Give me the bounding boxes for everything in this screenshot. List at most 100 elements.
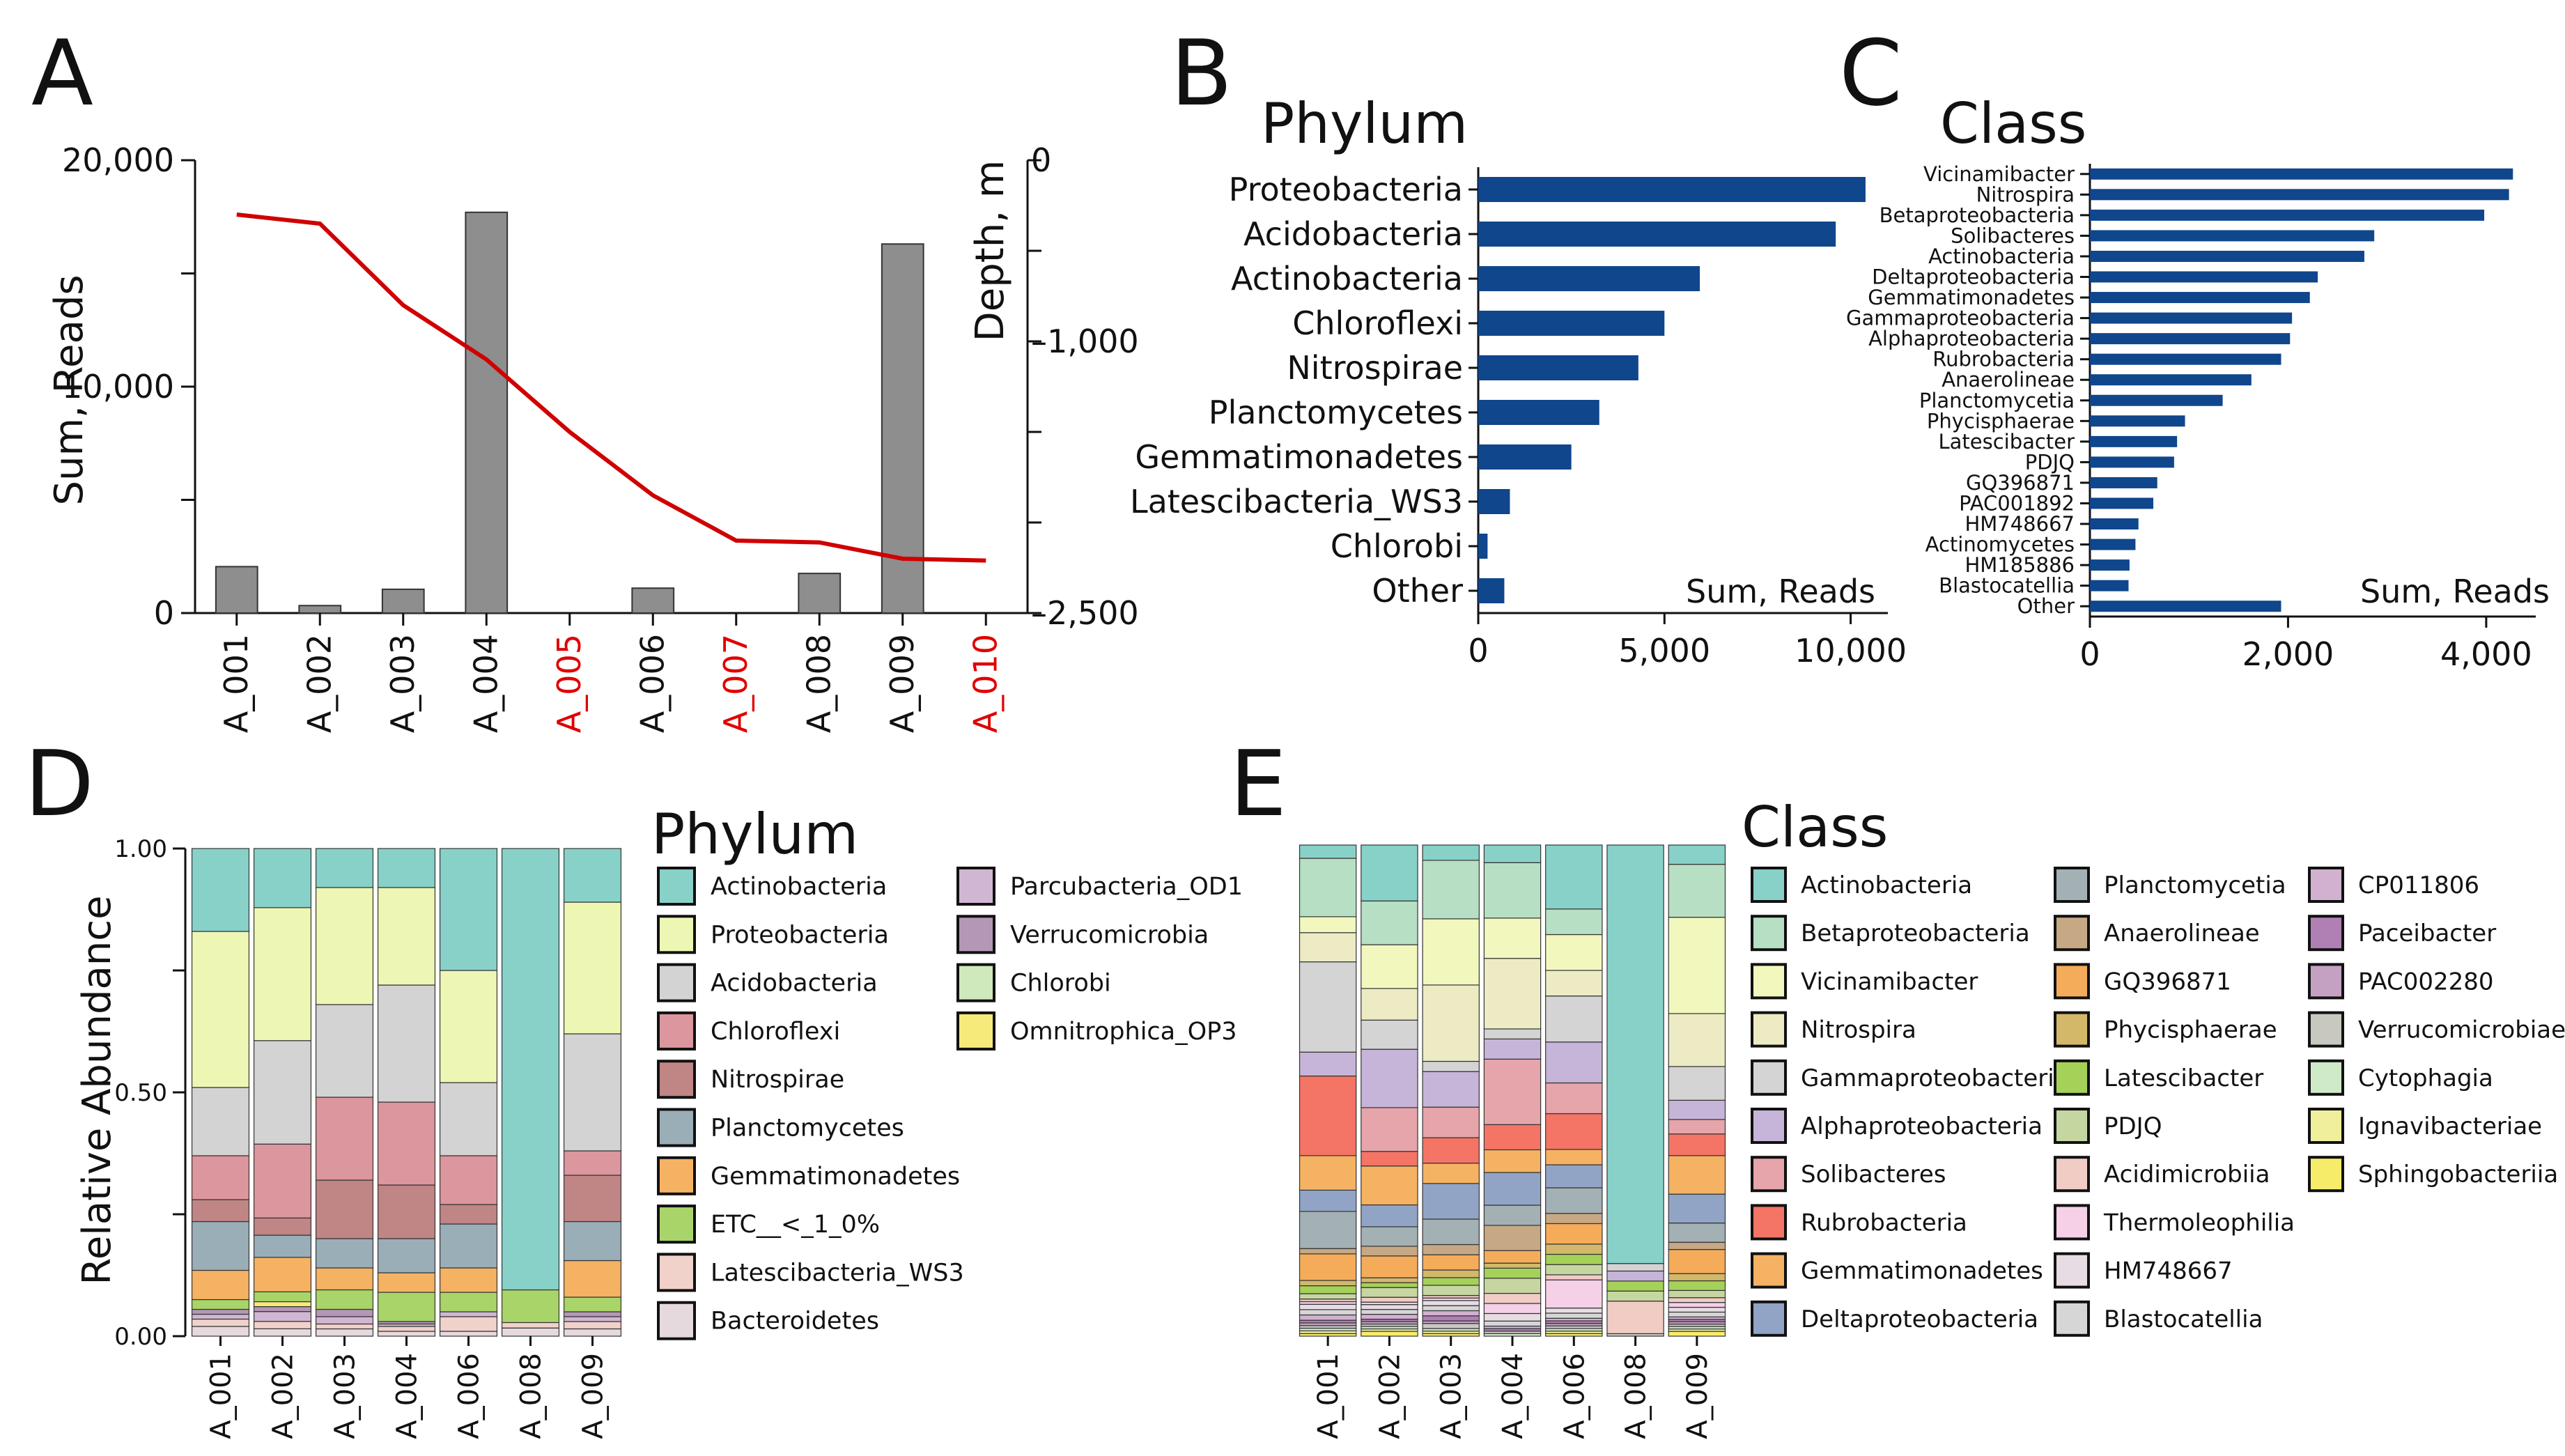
panel-e-chart: Class A_001 A_002 A_003 A_004 A_006 A_008 A_00… (1299, 795, 2565, 1439)
panel-d-segment-nitrospirae-a-002 (253, 1217, 312, 1236)
panel-c-category-phycisphaerae: Phycisphaerae (1927, 409, 2075, 433)
panel-d-legend-label-chlorobi: Chlorobi (1010, 970, 1111, 998)
panel-e-segment-hm748667-a-001 (1299, 1303, 1357, 1310)
panel-a-bar-a-009 (881, 243, 924, 614)
panel-e-legend-label-ignavibacteriae: Ignavibacteriae (2358, 1113, 2542, 1140)
panel-e-segment-solibacteres-a-006 (1545, 1082, 1603, 1115)
panel-e-legend-label-acidimicrobiia: Acidimicrobiia (2104, 1161, 2270, 1188)
panel-e-segment-alphaproteobacteria-a-009 (1668, 1099, 1726, 1120)
panel-e-segment-gammaproteobacteria-a-004 (1483, 1028, 1542, 1039)
panel-d-segment-actinobacteria-a-006 (439, 848, 498, 971)
panel-d-segment-bacteroidetes-a-002 (253, 1328, 312, 1337)
panel-d-legend-swatch-etc-1-0 (657, 1205, 696, 1244)
panel-a-ytick-label: 20,000 (62, 141, 174, 179)
panel-e-legend-label-deltaproteobacteria: Deltaproteobacteria (1801, 1306, 2038, 1333)
panel-e-legend-swatch-hm748667 (2054, 1252, 2090, 1289)
panel-a-bar-a-001 (215, 566, 258, 614)
panel-e-legend-label-alphaproteobacteria: Alphaproteobacteria (1801, 1113, 2043, 1140)
panel-d-legend-label-etc-1-0: ETC__<_1_0% (711, 1211, 880, 1239)
panel-e-legend-swatch-latescibacter (2054, 1059, 2090, 1096)
panel-d-legend-label-nitrospirae: Nitrospirae (711, 1066, 844, 1094)
panel-e-segment-gammaproteobacteria-a-006 (1545, 996, 1603, 1043)
panel-e-xtick-label: A_001 (1312, 1353, 1345, 1439)
panel-e-segment-thermoleophilia-a-009 (1668, 1302, 1726, 1308)
panel-c-bar-hm185886 (2090, 559, 2130, 571)
panel-d-legend-label-omnitrophica-op3: Omnitrophica_OP3 (1010, 1018, 1237, 1046)
panel-c-category-hm748667: HM748667 (1965, 512, 2075, 536)
panel-c-category-gq396871: GQ396871 (1966, 471, 2075, 495)
panel-d-segment-planctomycetes-a-002 (253, 1234, 312, 1258)
panel-e-segment-planctomycetia-a-006 (1545, 1187, 1603, 1214)
panel-c-category-gemmatimonadetes: Gemmatimonadetes (1868, 286, 2075, 309)
panel-a-xtick-label: A_008 (800, 634, 837, 733)
panel-e-segment-gammaproteobacteria-a-001 (1299, 961, 1357, 1053)
panel-d-segment-actinobacteria-a-003 (315, 848, 374, 888)
panel-a-xtick-label: A_004 (467, 634, 504, 733)
panel-b-xtick-label: 0 (1468, 632, 1488, 669)
panel-d-xtick-label: A_002 (268, 1353, 300, 1439)
panel-e-segment-hm748667-a-002 (1361, 1304, 1418, 1310)
panel-d-segment-verrucomicrobia-a-001 (191, 1308, 250, 1315)
panel-d-segment-bacteroidetes-a-001 (191, 1326, 250, 1337)
panel-e-segment-latescibacter-a-008 (1606, 1280, 1664, 1292)
panel-a-xtick-label: A_009 (883, 634, 921, 733)
panel-e-segment-gq396871-a-003 (1422, 1254, 1480, 1271)
panel-d-segment-latescibacteria-ws3-a-001 (191, 1318, 250, 1327)
panel-b-bar-gemmatimonadetes (1478, 444, 1572, 470)
panel-e-legend-swatch-pac002280 (2308, 963, 2344, 1000)
panel-e-segment-planctomycetia-a-004 (1483, 1205, 1542, 1226)
panel-e-segment-deltaproteobacteria-a-009 (1668, 1193, 1726, 1224)
panel-d-segment-proteobacteria-a-004 (377, 887, 436, 986)
panel-e-legend-label-anaerolineae: Anaerolineae (2104, 920, 2260, 947)
panel-d-segment-verrucomicrobia-a-002 (253, 1306, 312, 1312)
panel-e-legend-swatch-actinobacteria (1751, 867, 1787, 903)
panel-d-legend-swatch-bacteroidetes (657, 1301, 696, 1340)
panel-b-category-other: Other (1372, 572, 1463, 610)
panel-b-category-chlorobi: Chlorobi (1331, 527, 1463, 565)
panel-d-legend-label-gemmatimonadetes: Gemmatimonadetes (711, 1163, 960, 1191)
panel-e-segment-paceibacter-a-003 (1422, 1315, 1480, 1322)
panel-a-bar-a-006 (631, 587, 675, 614)
panel-letter-c: C (1839, 20, 1903, 126)
panel-e-legend-swatch-nitrospira (1751, 1011, 1787, 1048)
panel-e-segment-alphaproteobacteria-a-002 (1361, 1048, 1418, 1108)
panel-e-segment-betaproteobacteria-a-004 (1483, 862, 1542, 919)
panel-e-segment-betaproteobacteria-a-009 (1668, 864, 1726, 918)
panel-d-legend-label-proteobacteria: Proteobacteria (711, 921, 889, 949)
panel-d-segment-omnitrophica-op3-a-002 (253, 1301, 312, 1308)
panel-c-bar-solibacteres (2090, 230, 2375, 242)
panel-c-bar-pac001892 (2090, 497, 2154, 509)
panel-e-segment-cp011806-a-001 (1299, 1314, 1357, 1321)
panel-e-segment-nitrospira-a-009 (1668, 1013, 1726, 1067)
panel-d-segment-proteobacteria-a-001 (191, 931, 250, 1088)
panel-d-segment-etc-1-0-a-009 (563, 1296, 622, 1312)
panel-e-segment-alphaproteobacteria-a-001 (1299, 1051, 1357, 1077)
panel-d-segment-verrucomicrobia-a-003 (315, 1308, 374, 1317)
panel-d-segment-acidobacteria-a-004 (377, 984, 436, 1103)
panel-d-legend-label-chloroflexi: Chloroflexi (711, 1018, 840, 1046)
panel-a-xtick-label: A_010 (966, 634, 1004, 733)
panel-d-segment-actinobacteria-a-008 (501, 848, 560, 1291)
panel-e-legend-swatch-verrucomicrobiae (2308, 1011, 2344, 1048)
panel-d-segment-chloroflexi-a-006 (439, 1155, 498, 1205)
panel-d-xtick-label: A_006 (454, 1353, 486, 1439)
panel-c-bar-hm748667 (2090, 518, 2139, 530)
panel-e-segment-alphaproteobacteria-a-004 (1483, 1038, 1542, 1060)
panel-c-bar-nitrospira (2090, 189, 2509, 201)
panel-e-legend-label-blastocatellia: Blastocatellia (2104, 1306, 2263, 1333)
panel-d-xtick-label: A_008 (516, 1353, 548, 1439)
panel-e-segment-rubrobacteria-a-009 (1668, 1133, 1726, 1156)
panel-c-category-pdjq: PDJQ (2025, 450, 2075, 474)
panel-e-segment-pdjq-a-004 (1483, 1278, 1542, 1294)
panel-e-legend-swatch-solibacteres (1751, 1156, 1787, 1193)
panel-d-segment-parcubacteria-od1-a-006 (439, 1311, 498, 1317)
panel-e-segment-blastocatellia-a-006 (1545, 1312, 1603, 1319)
panel-d-legend-swatch-planctomycetes (657, 1108, 696, 1147)
panel-d-segment-latescibacteria-ws3-a-008 (501, 1322, 560, 1329)
panel-d-segment-actinobacteria-a-001 (191, 848, 250, 932)
panel-e-segment-actinobacteria-a-001 (1299, 844, 1357, 859)
panel-e-segment-solibacteres-a-002 (1361, 1107, 1418, 1152)
panel-c-category-betaproteobacteria: Betaproteobacteria (1880, 203, 2075, 227)
panel-e-segment-cp011806-a-003 (1422, 1310, 1480, 1317)
